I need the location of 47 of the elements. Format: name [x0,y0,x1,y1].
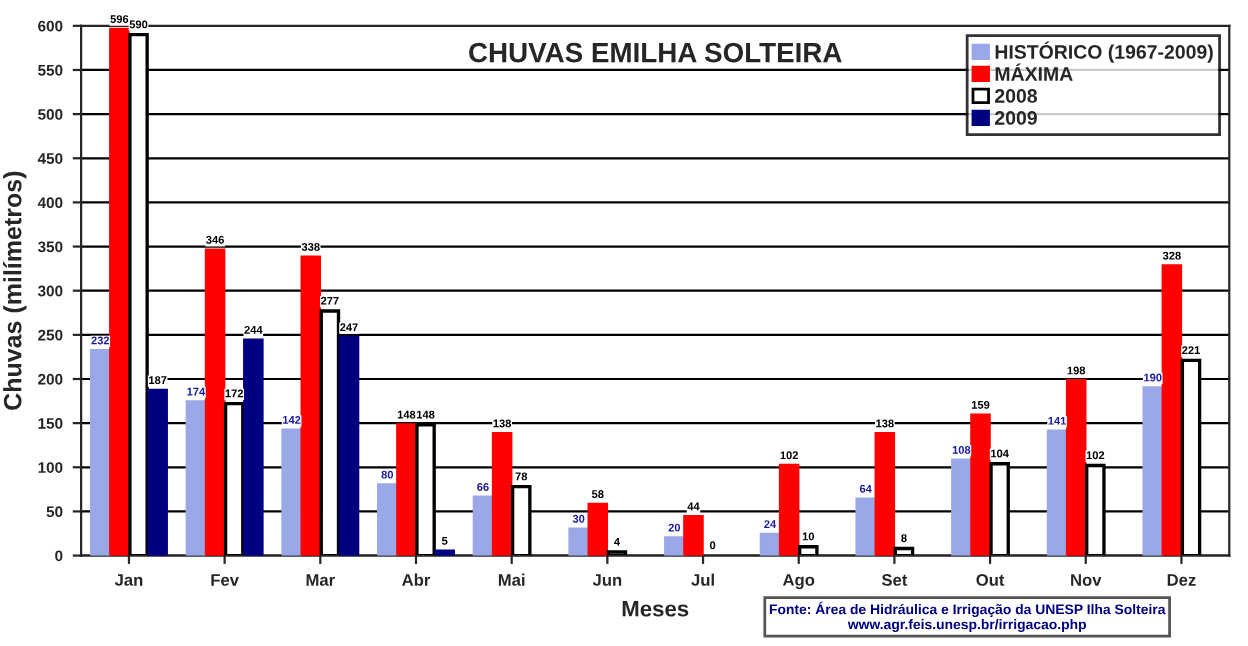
bar [1142,386,1164,556]
bar [377,483,398,556]
bar [874,432,896,556]
bar [778,463,800,556]
bar [951,458,972,556]
bar [147,388,168,556]
bar [970,413,991,556]
legend-label: HISTÓRICO (1967-2009) [995,41,1213,63]
y-axis-title: Chuvas (milímetros) [2,171,27,410]
bar [759,532,781,556]
x-tick-label: Jul [691,573,714,586]
bar [587,502,609,556]
x-tick-label: Mar [306,574,335,586]
bar [472,495,494,556]
x-tick-label: Fev [211,574,239,586]
legend-label: MÁXIMA [995,63,1073,81]
bar [855,497,876,556]
bar [1065,379,1087,556]
bar [434,549,455,556]
bar [109,27,130,556]
bar [664,536,685,556]
x-tick-label: Set [881,574,908,586]
bar [89,349,111,556]
x-tick-label: Jan [114,574,143,586]
chart-title: CHUVAS EMILHA SOLTEIRA [469,42,842,63]
legend-label: 2008 [995,89,1038,103]
bar [396,423,417,556]
bar [491,432,513,556]
bar [204,248,226,556]
x-tick-label: Mai [498,573,525,586]
bar [281,428,302,556]
x-axis-title: Meses [622,601,689,617]
x-tick-label: Ago [782,574,815,590]
bar [568,527,589,556]
bar [1046,429,1068,556]
legend-label: 2009 [995,111,1037,125]
x-tick-label: Abr [402,573,431,586]
bar [683,515,704,556]
bar [300,255,322,556]
bar [338,335,360,556]
x-tick-label: Dez [1167,574,1196,586]
x-tick-label: Jun [592,574,622,586]
x-tick-label: Out [976,574,1005,586]
bar [243,338,264,556]
x-tick-label: Nov [1071,574,1102,586]
bar [185,400,207,556]
bar [1161,264,1183,556]
